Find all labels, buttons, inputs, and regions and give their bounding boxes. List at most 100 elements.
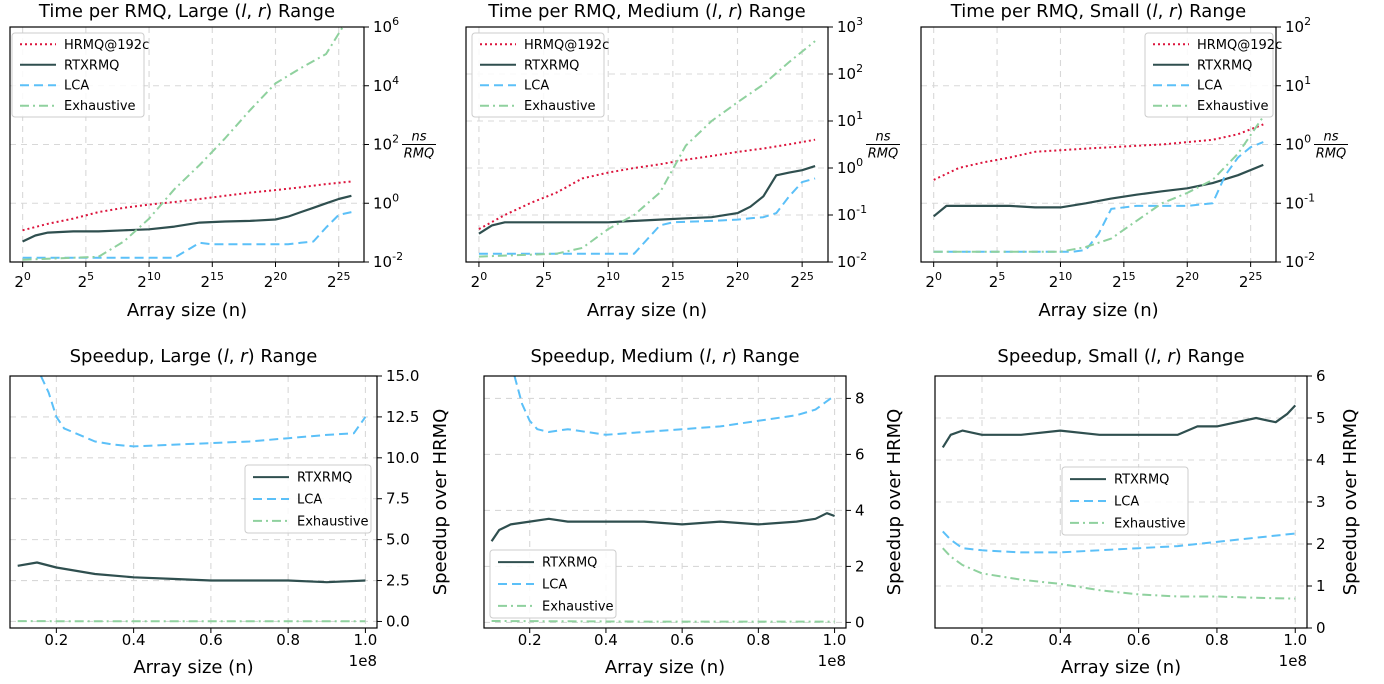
legend-label-rtxrmq: RTXRMQ <box>297 471 352 486</box>
x-tick-label: 0.8 <box>276 631 300 649</box>
y-tick-label: 104 <box>373 74 399 95</box>
y-tick-label: 6 <box>1316 367 1326 385</box>
y-tick-label: 100 <box>837 156 863 177</box>
legend-label-rtxrmq: RTXRMQ <box>1197 58 1252 73</box>
chart-title: Time per RMQ, Medium (l, r) Range <box>487 1 805 22</box>
legend-label-exhaustive: Exhaustive <box>542 599 614 614</box>
legend-box <box>489 549 617 619</box>
legend: RTXRMQ LCA Exhaustive <box>489 549 617 619</box>
y-tick-label: 102 <box>373 133 399 154</box>
series-line-lca <box>39 376 367 448</box>
legend: RTXRMQ LCA Exhaustive <box>244 464 372 534</box>
legend-box <box>11 32 145 118</box>
y-tick-label: 12.5 <box>386 408 419 426</box>
series-line-rtxrmq <box>478 165 816 235</box>
legend-label-exhaustive: Exhaustive <box>1114 516 1186 531</box>
y-tick-label: 0 <box>855 613 865 631</box>
legend-box <box>471 32 605 118</box>
y-tick-label: 2 <box>1316 535 1326 553</box>
y-tick-label: 8 <box>855 389 865 407</box>
legend-label-hrmq-192c: HRMQ@192c <box>1197 38 1282 53</box>
x-tick-label: 1.0 <box>823 631 847 649</box>
y-axis-label: ns RMQ <box>1314 130 1348 162</box>
legend-label-rtxrmq: RTXRMQ <box>542 556 597 571</box>
y-axis-label: Speedup over HRMQ <box>430 409 451 596</box>
chart-panel-6: 0.2 0.4 0.6 0.8 1.0 0 1 2 3 4 5 6 1e8 Speedup, Small … <box>934 346 1361 678</box>
legend-box <box>244 464 372 534</box>
series-line-lca <box>478 177 816 255</box>
x-tick-label: 0.8 <box>1205 631 1229 649</box>
series-line-lca <box>933 141 1264 253</box>
y-tick-label: 4 <box>1316 451 1326 469</box>
y-tick-label: 102 <box>837 62 863 83</box>
x-axis-label: Array size (n) <box>587 300 707 321</box>
x-tick-label: 20 <box>14 270 31 291</box>
chart-title: Speedup, Small (l, r) Range <box>997 346 1244 367</box>
plot-frame <box>9 375 378 629</box>
legend-box <box>1144 32 1274 118</box>
legend-label-rtxrmq: RTXRMQ <box>64 58 119 73</box>
x-tick-label: 1.0 <box>1283 631 1307 649</box>
x-tick-label: 210 <box>1049 270 1073 291</box>
y-axis-label: ns RMQ <box>866 130 900 162</box>
x-tick-label: 215 <box>661 270 685 291</box>
y-axis-label: Speedup over HRMQ <box>1340 409 1361 596</box>
plot-frame <box>483 375 847 629</box>
x-tick-label: 225 <box>327 270 351 291</box>
y-label-denominator: RMQ <box>1316 147 1346 162</box>
y-tick-label: 103 <box>837 15 863 36</box>
y-tick-label: 101 <box>837 109 863 130</box>
legend: HRMQ@192c RTXRMQ LCA Exhaustive <box>1144 32 1282 118</box>
x-axis-multiplier: 1e8 <box>1279 652 1307 670</box>
x-tick-label: 210 <box>596 270 620 291</box>
x-axis-multiplier: 1e8 <box>349 652 377 670</box>
series-group <box>17 376 367 623</box>
legend-label-lca: LCA <box>524 79 549 94</box>
y-label-denominator: RMQ <box>404 147 434 162</box>
x-axis-label: Array size (n) <box>127 300 247 321</box>
y-tick-label: 100 <box>1285 133 1311 154</box>
legend-label-hrmq-192c: HRMQ@192c <box>64 38 149 53</box>
x-tick-label: 0.8 <box>746 631 770 649</box>
y-tick-label: 7.5 <box>386 490 410 508</box>
series-group <box>490 376 836 623</box>
series-group <box>478 40 816 258</box>
series-line-rtxrmq <box>22 194 352 243</box>
legend-label-lca: LCA <box>1114 495 1139 510</box>
y-label-numerator: ns <box>411 130 426 145</box>
legend-label-lca: LCA <box>297 493 322 508</box>
x-tick-label: 220 <box>1175 270 1199 291</box>
series-line-lca <box>22 211 352 259</box>
y-label-numerator: ns <box>1323 130 1338 145</box>
series-line-exhaustive <box>933 115 1265 253</box>
series-line-exhaustive <box>22 27 344 261</box>
y-tick-label: 102 <box>1285 15 1311 36</box>
series-line-exhaustive <box>491 620 835 623</box>
y-tick-label: 10-1 <box>1285 191 1315 212</box>
x-tick-label: 25 <box>989 270 1006 291</box>
y-label-numerator: ns <box>875 130 890 145</box>
series-line-hrmq-192c <box>478 138 816 230</box>
legend: HRMQ@192c RTXRMQ LCA Exhaustive <box>11 32 149 118</box>
y-label-denominator: RMQ <box>868 147 898 162</box>
series-group <box>941 404 1297 600</box>
y-tick-label: 2 <box>855 557 865 575</box>
x-tick-label: 20 <box>925 270 942 291</box>
legend: HRMQ@192c RTXRMQ LCA Exhaustive <box>471 32 609 118</box>
x-tick-label: 215 <box>1112 270 1136 291</box>
y-tick-label: 5.0 <box>386 531 410 549</box>
series-line-rtxrmq <box>933 163 1264 218</box>
y-tick-label: 1 <box>1316 577 1326 595</box>
y-tick-label: 2.5 <box>386 572 410 590</box>
series-line-hrmq-192c <box>22 180 352 232</box>
series-group <box>22 27 352 261</box>
series-group <box>933 115 1265 253</box>
x-axis-label: Array size (n) <box>133 657 253 678</box>
x-tick-label: 215 <box>201 270 225 291</box>
x-tick-label: 0.4 <box>1048 631 1072 649</box>
x-tick-label: 0.6 <box>199 631 223 649</box>
series-line-lca <box>942 530 1296 554</box>
x-tick-label: 210 <box>137 270 161 291</box>
chart-panel-4: 0.2 0.4 0.6 0.8 1.0 0.0 2.5 5.0 7.5 10.0 12.5 15.0 1… <box>9 346 451 678</box>
